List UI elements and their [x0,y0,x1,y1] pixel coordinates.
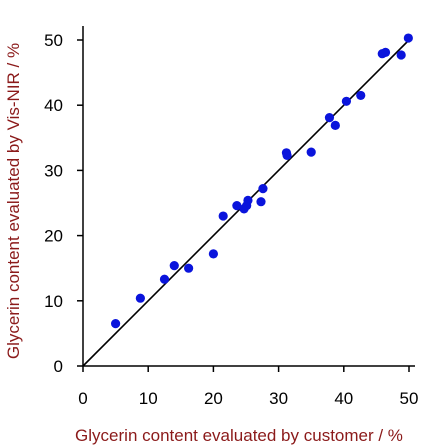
y-tick-label: 40 [44,96,63,115]
data-point [169,260,179,271]
x-axis-ticks [82,366,410,372]
data-point [282,150,292,161]
y-axis-title: Glycerin content evaluated by Vis-NIR / … [4,43,23,359]
data-point [341,96,352,106]
data-point [243,195,253,205]
y-axis-ticks [77,39,83,367]
data-point [324,112,335,123]
y-axis-tick-labels: 0 10 20 30 40 50 [44,31,63,376]
data-point [159,274,170,284]
data-point [306,147,316,157]
x-tick-label: 50 [400,389,419,408]
data-point [356,90,366,101]
x-tick-label: 0 [78,389,87,408]
data-point [396,50,406,60]
x-tick-label: 30 [269,389,288,408]
data-point [111,319,121,329]
y-tick-label: 10 [44,292,63,311]
y-tick-label: 30 [44,161,63,180]
y-tick-label: 20 [44,227,63,246]
x-axis-title: Glycerin content evaluated by customer /… [75,426,403,445]
data-point [330,120,340,131]
data-points [111,33,413,329]
x-axis-tick-labels: 0 10 20 30 40 50 [78,389,418,408]
data-point [403,33,413,43]
data-point [232,201,242,211]
data-point [218,211,228,221]
x-tick-label: 20 [204,389,223,408]
y-tick-label: 0 [54,357,63,376]
data-point [184,263,194,273]
y-tick-label: 50 [44,31,63,50]
data-point [258,184,268,194]
data-point [380,47,391,57]
data-point [256,197,266,207]
x-tick-label: 10 [139,389,158,408]
x-tick-label: 40 [334,389,353,408]
data-point [135,293,145,303]
data-point [208,249,218,259]
